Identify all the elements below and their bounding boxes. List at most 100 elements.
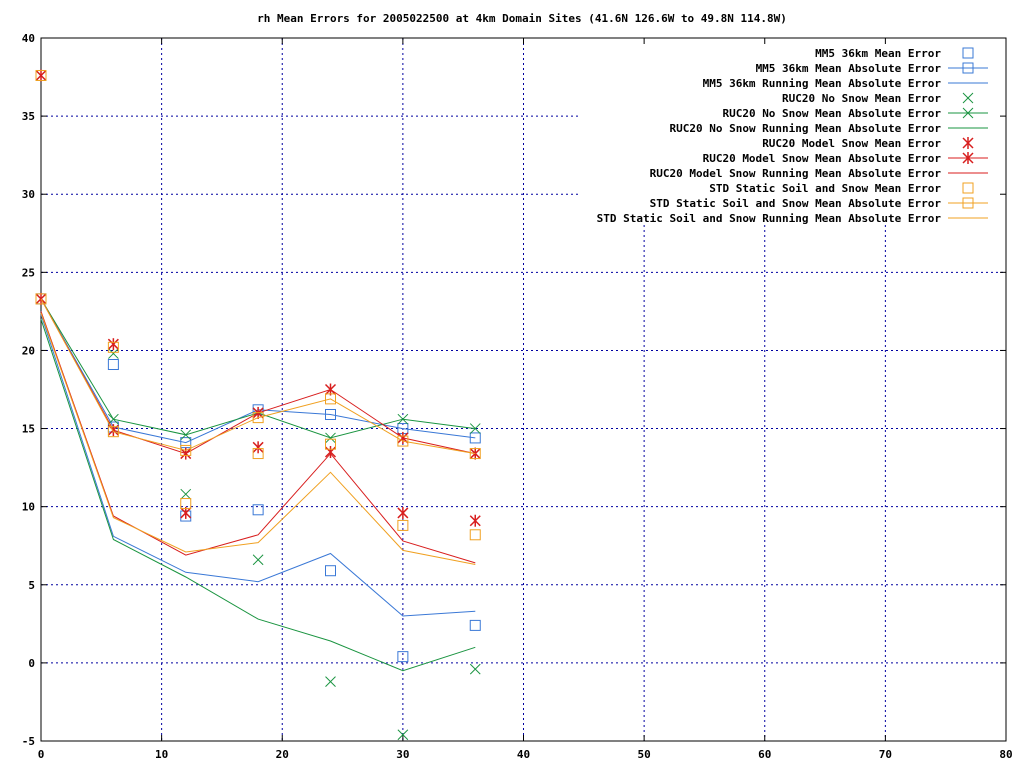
legend: MM5 36km Mean Error MM5 36km Mean Absolut… bbox=[597, 47, 988, 225]
data-point bbox=[469, 529, 481, 541]
x-tick-label: 20 bbox=[276, 748, 289, 761]
series-5 bbox=[35, 293, 481, 444]
series-line bbox=[40, 311, 476, 564]
data-point bbox=[469, 432, 481, 444]
legend-marker bbox=[962, 137, 974, 149]
legend-entry: STD Static Soil and Snow Running Mean Ab… bbox=[597, 212, 988, 225]
data-point bbox=[469, 448, 481, 460]
data-point bbox=[107, 359, 119, 371]
y-tick-label: 20 bbox=[22, 344, 35, 357]
legend-marker bbox=[962, 182, 974, 194]
series-line bbox=[40, 298, 476, 455]
legend-entry: RUC20 Model Snow Running Mean Absolute E… bbox=[650, 167, 988, 180]
data-point bbox=[252, 441, 264, 454]
legend-label: STD Static Soil and Snow Mean Absolute E… bbox=[650, 197, 942, 210]
series-12 bbox=[40, 312, 476, 565]
data-point bbox=[325, 408, 336, 420]
series-1 bbox=[35, 69, 481, 663]
legend-label: MM5 36km Running Mean Absolute Error bbox=[703, 77, 942, 90]
series-9 bbox=[40, 311, 476, 564]
data-point bbox=[397, 519, 409, 531]
series-3 bbox=[40, 314, 476, 617]
data-point bbox=[180, 488, 192, 500]
series-7 bbox=[35, 69, 481, 527]
series-line bbox=[40, 312, 476, 565]
data-point bbox=[324, 445, 337, 458]
legend-marker bbox=[962, 62, 974, 74]
data-point bbox=[107, 341, 119, 353]
data-point bbox=[180, 498, 192, 510]
data-point bbox=[325, 438, 336, 450]
x-tick-label: 10 bbox=[155, 748, 168, 761]
legend-entry: RUC20 No Snow Mean Absolute Error bbox=[722, 107, 988, 120]
data-point bbox=[325, 432, 336, 444]
legend-entry: STD Static Soil and Snow Mean Absolute E… bbox=[650, 197, 988, 210]
series-10 bbox=[35, 69, 481, 541]
series-6 bbox=[40, 319, 476, 672]
data-point bbox=[252, 554, 264, 566]
data-point bbox=[397, 413, 409, 425]
data-point bbox=[35, 69, 47, 82]
legend-entry: RUC20 Model Snow Mean Error bbox=[762, 137, 974, 150]
data-point bbox=[180, 429, 192, 441]
data-point bbox=[469, 663, 481, 675]
legend-label: MM5 36km Mean Absolute Error bbox=[756, 62, 942, 75]
y-axis: -5 0 5 10 15 20 25 30 35 40 bbox=[22, 32, 1006, 748]
legend-label: STD Static Soil and Snow Running Mean Ab… bbox=[597, 212, 942, 225]
series-layer bbox=[35, 69, 481, 741]
x-tick-label: 70 bbox=[879, 748, 892, 761]
legend-entry: RUC20 No Snow Running Mean Absolute Erro… bbox=[669, 122, 988, 135]
data-point bbox=[108, 348, 119, 359]
data-point bbox=[469, 619, 481, 631]
series-line bbox=[40, 314, 476, 617]
data-point bbox=[252, 504, 264, 516]
legend-label: RUC20 No Snow Running Mean Absolute Erro… bbox=[669, 122, 941, 135]
series-8 bbox=[35, 292, 481, 460]
grid bbox=[41, 38, 1006, 741]
x-tick-label: 40 bbox=[517, 748, 530, 761]
data-point bbox=[397, 729, 409, 741]
x-tick-label: 50 bbox=[638, 748, 651, 761]
x-tick-label: 60 bbox=[758, 748, 771, 761]
series-line bbox=[40, 298, 476, 455]
data-point bbox=[325, 676, 336, 687]
chart-title: rh Mean Errors for 2005022500 at 4km Dom… bbox=[257, 12, 787, 25]
legend-label: RUC20 No Snow Mean Error bbox=[782, 92, 941, 105]
y-tick-label: 10 bbox=[22, 501, 35, 514]
data-point bbox=[469, 423, 481, 434]
legend-entry: STD Static Soil and Snow Mean Error bbox=[709, 182, 974, 195]
y-tick-label: 15 bbox=[22, 423, 35, 436]
legend-label: RUC20 No Snow Mean Absolute Error bbox=[722, 107, 941, 120]
legend-marker bbox=[962, 107, 974, 119]
series-2 bbox=[35, 293, 481, 449]
y-tick-label: 25 bbox=[22, 266, 35, 279]
legend-label: MM5 36km Mean Error bbox=[815, 47, 941, 60]
x-axis: 0 10 20 30 40 50 60 70 80 bbox=[38, 38, 1013, 761]
legend-entry: MM5 36km Mean Absolute Error bbox=[756, 62, 988, 75]
data-point bbox=[469, 514, 481, 527]
y-tick-label: 40 bbox=[22, 32, 35, 45]
data-point bbox=[35, 69, 47, 81]
data-point bbox=[107, 426, 119, 438]
data-point bbox=[107, 338, 119, 351]
x-tick-label: 80 bbox=[999, 748, 1012, 761]
x-tick-label: 0 bbox=[38, 748, 45, 761]
data-point bbox=[397, 506, 409, 519]
series-line bbox=[40, 319, 476, 672]
y-tick-label: 5 bbox=[28, 579, 35, 592]
legend-marker bbox=[962, 152, 974, 164]
legend-marker bbox=[962, 47, 974, 59]
data-point bbox=[397, 435, 409, 447]
legend-entry: MM5 36km Running Mean Absolute Error bbox=[703, 77, 988, 90]
legend-label: RUC20 Model Snow Mean Error bbox=[762, 137, 941, 150]
x-tick-label: 30 bbox=[396, 748, 409, 761]
series-line bbox=[40, 298, 476, 444]
legend-marker bbox=[962, 197, 974, 209]
data-point bbox=[325, 565, 336, 577]
data-point bbox=[180, 447, 192, 460]
y-tick-label: 30 bbox=[22, 188, 35, 201]
data-point bbox=[325, 393, 336, 405]
legend-label: RUC20 Model Snow Running Mean Absolute E… bbox=[650, 167, 942, 180]
legend-marker bbox=[962, 92, 974, 104]
